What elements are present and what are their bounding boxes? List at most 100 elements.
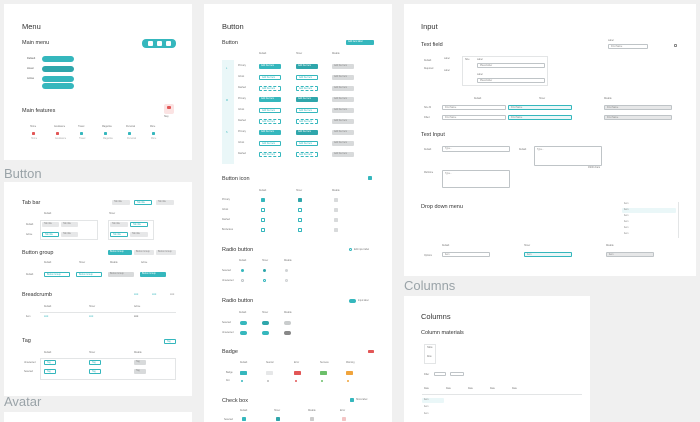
- radio-unselected-hover[interactable]: [263, 279, 267, 283]
- button-hover[interactable]: Add the Item: [296, 86, 318, 91]
- button-group-default[interactable]: Button Group: [44, 272, 70, 277]
- tag-sample[interactable]: Tag: [164, 339, 176, 344]
- breadcrumb-default[interactable]: Link: [44, 316, 49, 318]
- tab-sample[interactable]: Tab title: [156, 200, 174, 205]
- dropdown-option[interactable]: Item: [622, 202, 676, 207]
- column-header[interactable]: Date: [446, 388, 451, 390]
- tab-item[interactable]: Tab title: [110, 222, 128, 227]
- menu-active-2[interactable]: [42, 83, 74, 89]
- feature-icon[interactable]: [128, 132, 131, 135]
- button-default[interactable]: Add the Item: [259, 130, 281, 135]
- radio-unselected-default[interactable]: [241, 279, 245, 283]
- button-hover[interactable]: Add the Item: [296, 75, 318, 80]
- icon-button-default[interactable]: [261, 208, 265, 212]
- button-default[interactable]: Add the Item: [259, 86, 281, 91]
- icon-button-hover[interactable]: [298, 218, 302, 222]
- dropdown-option[interactable]: Item: [622, 220, 676, 225]
- menu-hover[interactable]: [42, 66, 74, 72]
- feature-icon[interactable]: [32, 132, 35, 135]
- tag-unselected-hover[interactable]: Tag: [89, 360, 101, 365]
- checkbox-default[interactable]: [242, 417, 246, 421]
- dropdown-hover[interactable]: Item: [524, 252, 572, 257]
- tab-item-active[interactable]: Tab title: [42, 232, 59, 237]
- tab-item[interactable]: Tab title: [110, 232, 128, 237]
- table-row[interactable]: Item: [422, 405, 444, 410]
- button-group-hover[interactable]: Button Group: [76, 272, 102, 277]
- tab-sample[interactable]: Tab title: [134, 200, 152, 205]
- checkbox-sample[interactable]: [350, 398, 354, 402]
- field-filled-default[interactable]: First Name: [442, 115, 506, 120]
- text-input-active[interactable]: Type...: [534, 146, 602, 166]
- toggle-off-default[interactable]: [240, 331, 247, 335]
- icon-button-default[interactable]: [261, 198, 265, 202]
- radio-sample[interactable]: [349, 248, 353, 252]
- button-group-sample[interactable]: Button Group: [134, 250, 154, 255]
- column-header[interactable]: Date: [490, 388, 495, 390]
- textarea-multiline[interactable]: Type...: [442, 170, 510, 188]
- button-hover[interactable]: Add the Item: [296, 152, 318, 157]
- button-hover[interactable]: Add the Item: [296, 119, 318, 124]
- icon-button-hover[interactable]: [298, 208, 302, 212]
- dropdown-option[interactable]: Item: [622, 232, 676, 237]
- breadcrumb-hover[interactable]: Link: [89, 316, 94, 318]
- icon-button-hover[interactable]: [298, 228, 302, 232]
- table-row[interactable]: Item: [422, 398, 444, 403]
- menu-active[interactable]: [42, 76, 74, 82]
- checkbox-error[interactable]: [342, 417, 346, 421]
- filter-input[interactable]: [450, 372, 464, 376]
- button-hover[interactable]: Add the Item: [296, 108, 318, 113]
- tag-unselected-default[interactable]: Tag: [44, 360, 56, 365]
- feature-icon[interactable]: [80, 132, 83, 135]
- field-default[interactable]: First Name: [442, 105, 506, 110]
- field-hover[interactable]: First Name: [508, 105, 572, 110]
- dropdown-default[interactable]: Item: [442, 252, 490, 257]
- button-group-sample[interactable]: Button Group: [108, 250, 132, 255]
- radio-selected-default[interactable]: [241, 269, 245, 273]
- tab-item[interactable]: Tab title: [130, 222, 148, 227]
- tab-item[interactable]: Tab title: [61, 232, 78, 237]
- button-default[interactable]: Add the Item: [259, 64, 281, 69]
- menu-sample-pill[interactable]: [142, 39, 176, 48]
- icon-button-hover[interactable]: [298, 198, 302, 202]
- button-hover[interactable]: Add the Item: [296, 97, 318, 102]
- tab-sample[interactable]: Tab title: [112, 200, 130, 205]
- feature-icon[interactable]: [104, 132, 107, 135]
- text-field-input[interactable]: Placeholder: [477, 63, 545, 68]
- feature-icon[interactable]: [152, 132, 155, 135]
- column-header[interactable]: Date: [468, 388, 473, 390]
- tab-item[interactable]: Tab title: [61, 222, 78, 227]
- button-hover[interactable]: Add the Item: [296, 130, 318, 135]
- menu-default[interactable]: [42, 56, 74, 62]
- column-header[interactable]: Date: [512, 388, 517, 390]
- icon-button-default[interactable]: [261, 218, 265, 222]
- text-field-input[interactable]: Placeholder: [477, 78, 545, 83]
- toggle-on-default[interactable]: [240, 321, 247, 325]
- toggle-off-hover[interactable]: [262, 331, 269, 335]
- dropdown-option[interactable]: Item: [622, 208, 676, 213]
- button-hover[interactable]: Add the Item: [296, 64, 318, 69]
- dropdown-option[interactable]: Item: [622, 214, 676, 219]
- button-group-sample[interactable]: Button Group: [156, 250, 176, 255]
- table-row[interactable]: Item: [422, 412, 444, 417]
- text-input-default[interactable]: Type...: [442, 146, 510, 152]
- button-icon-sample[interactable]: [368, 176, 372, 180]
- button-default[interactable]: Add the Item: [259, 97, 281, 102]
- button-default[interactable]: Add the Item: [259, 108, 281, 113]
- tab-item[interactable]: Tab title: [42, 222, 59, 227]
- button-default[interactable]: Add the Item: [259, 119, 281, 124]
- notification-icon[interactable]: [164, 104, 174, 114]
- field-filled-hover[interactable]: First Name: [508, 115, 572, 120]
- tab-item[interactable]: Tab title: [130, 232, 148, 237]
- tag-selected-default[interactable]: Tag: [44, 369, 56, 374]
- button-default[interactable]: Add the Item: [259, 152, 281, 157]
- breadcrumb-sample[interactable]: Link: [134, 294, 139, 296]
- column-header[interactable]: Date: [424, 388, 429, 390]
- breadcrumb-sample[interactable]: Link: [152, 294, 157, 296]
- radio-selected-hover[interactable]: [263, 269, 267, 273]
- button-default[interactable]: Add the Item: [259, 75, 281, 80]
- button-hover[interactable]: Add the Item: [296, 141, 318, 146]
- filter-input[interactable]: [434, 372, 446, 376]
- dropdown-scrollbar[interactable]: [678, 202, 679, 238]
- sample-text-field[interactable]: First Name: [608, 44, 648, 49]
- dropdown-option[interactable]: Item: [622, 226, 676, 231]
